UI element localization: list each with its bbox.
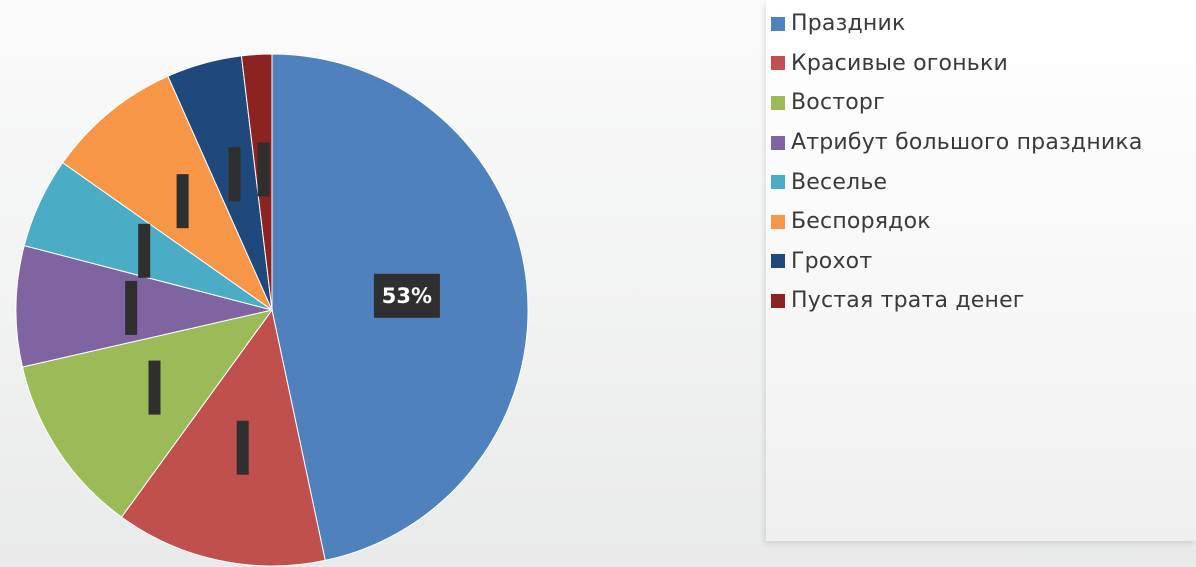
legend-label: Беспорядок bbox=[791, 209, 931, 235]
legend-label: Праздник bbox=[791, 11, 906, 37]
pie-slice-2 bbox=[120, 308, 326, 567]
legend-item: Атрибут большого праздника bbox=[771, 123, 1143, 163]
data-label-text: 53% bbox=[382, 284, 432, 308]
data-label-6 bbox=[176, 174, 189, 229]
legend-label: Атрибут большого праздника bbox=[791, 130, 1143, 156]
data-label-7 bbox=[228, 147, 241, 202]
legend-item: Восторг bbox=[771, 83, 1143, 123]
pie-slice-8 bbox=[240, 53, 273, 311]
pie-slice-6 bbox=[61, 75, 274, 312]
legend-label: Восторг bbox=[791, 90, 885, 116]
data-label-8 bbox=[257, 142, 270, 197]
data-label-box bbox=[257, 142, 270, 197]
data-label-4 bbox=[125, 280, 138, 335]
legend-item: Грохот bbox=[771, 242, 1143, 282]
data-label-5 bbox=[138, 223, 151, 278]
legend-swatch bbox=[771, 293, 785, 308]
legend-item: Красивые огоньки bbox=[771, 44, 1143, 84]
legend-item: Веселье bbox=[771, 162, 1143, 202]
data-label-2 bbox=[236, 420, 249, 475]
legend-label: Грохот bbox=[791, 248, 873, 274]
legend-panel bbox=[766, 0, 1196, 541]
data-label-1: 53% bbox=[373, 273, 440, 318]
data-label-box bbox=[138, 223, 151, 278]
data-label-box bbox=[228, 147, 241, 202]
legend-swatch bbox=[771, 135, 785, 150]
pie-chart: 53% bbox=[15, 53, 529, 567]
data-label-box bbox=[148, 360, 161, 415]
legend-item: Беспорядок bbox=[771, 202, 1143, 242]
legend-label: Пустая трата денег bbox=[791, 288, 1025, 314]
data-label-box bbox=[125, 280, 138, 335]
data-label-3 bbox=[148, 360, 161, 415]
data-label-box bbox=[373, 273, 440, 318]
legend-swatch bbox=[771, 95, 785, 110]
legend-swatch bbox=[771, 254, 785, 269]
legend-swatch bbox=[771, 175, 785, 190]
pie-slice-3 bbox=[21, 309, 274, 518]
legend-item: Праздник bbox=[771, 4, 1143, 44]
data-label-box bbox=[236, 420, 249, 475]
legend-swatch bbox=[771, 56, 785, 71]
legend-swatch bbox=[771, 16, 785, 31]
legend-item: Пустая трата денег bbox=[771, 281, 1143, 321]
legend-label: Веселье bbox=[791, 169, 888, 195]
data-label-box bbox=[176, 174, 189, 229]
legend-swatch bbox=[771, 214, 785, 229]
legend-label: Красивые огоньки bbox=[791, 50, 1008, 76]
pie-slice-4 bbox=[15, 244, 273, 368]
legend: Праздник Красивые огоньки Восторг Атрибут б… bbox=[771, 4, 1143, 321]
